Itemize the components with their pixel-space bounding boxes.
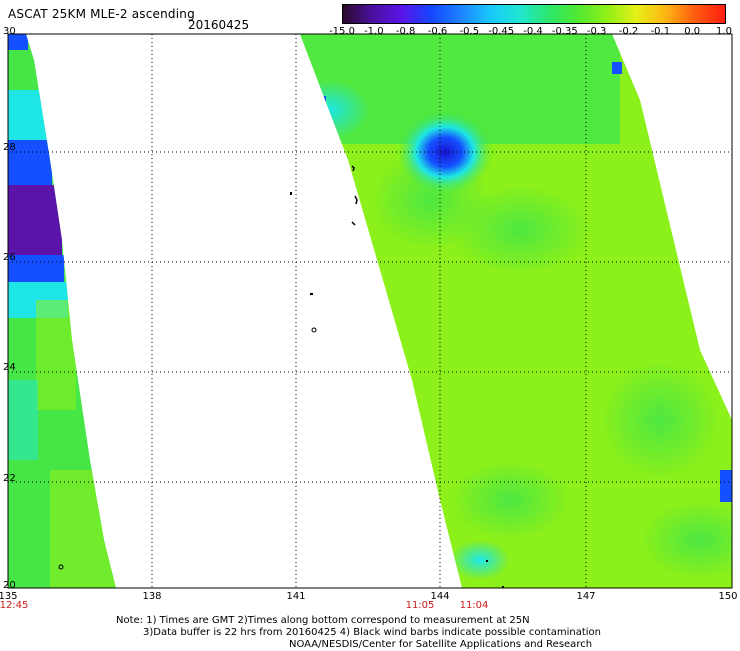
colorbar-tick-label: -0.1 — [650, 26, 671, 37]
colorbar-gradient — [343, 5, 725, 23]
note-line-3: NOAA/NESDIS/Center for Satellite Applica… — [289, 639, 593, 650]
time-label-1105: 11:05 — [405, 600, 435, 611]
island-mark — [290, 192, 292, 195]
lon-label-147: 147 — [576, 591, 596, 602]
colorbar — [342, 4, 726, 24]
left-swath — [8, 34, 116, 588]
date-label: 20160425 — [188, 18, 250, 32]
colorbar-tick-label: -1.0 — [364, 26, 384, 37]
lon-label-135: 135 — [0, 591, 18, 602]
colorbar-tick-label: -0.45 — [488, 26, 515, 37]
wind-barb-marks — [351, 165, 358, 226]
colorbar-tick-label: -0.8 — [395, 26, 416, 37]
note-line-2: 3)Data buffer is 22 hrs from 20160425 4)… — [143, 627, 601, 638]
colorbar-tick-label: -0.5 — [459, 26, 480, 37]
lat-label-22: 22 — [3, 473, 16, 484]
colorbar-tick-label: -0.6 — [427, 26, 448, 37]
main-swath — [300, 34, 732, 588]
island-mark — [58, 564, 64, 570]
lat-label-20: 20 — [3, 580, 16, 591]
colorbar-tick-label: 1.0 — [716, 26, 732, 37]
colorbar-tick-label: -0.2 — [618, 26, 639, 37]
lat-label-28: 28 — [3, 142, 16, 153]
lat-label-30: 30 — [3, 26, 16, 37]
lat-label-26: 26 — [3, 252, 16, 263]
wind-barb-mark — [502, 586, 504, 588]
island-mark — [311, 327, 317, 333]
lon-label-144: 144 — [430, 591, 450, 602]
colorbar-labels: -15.0 -1.0 -0.8 -0.6 -0.5 -0.45 -0.4 -0.35 -0.3-… — [329, 26, 732, 38]
note-line-1: Note: 1) Times are GMT 2)Times along bot… — [116, 615, 530, 626]
lon-label-138: 138 — [142, 591, 162, 602]
colorbar-tick-label: -0.4 — [523, 26, 543, 37]
island-mark — [310, 293, 313, 295]
title: ASCAT 25KM MLE-2 ascending — [8, 7, 195, 21]
wind-barb-mark — [486, 560, 488, 562]
lon-label-150: 150 — [718, 591, 738, 602]
colorbar-tick-label: 0.0 — [684, 26, 701, 37]
colorbar-tick-label: -0.35 — [551, 26, 578, 37]
colorbar-tick-label: -15.0 — [329, 26, 355, 37]
lat-label-24: 24 — [3, 362, 16, 373]
time-label-1104: 11:04 — [459, 600, 489, 611]
colorbar-tick-label: -0.3 — [586, 26, 607, 37]
plot-frame — [7, 33, 733, 589]
time-label-1245: 12:45 — [0, 600, 29, 611]
lon-label-141: 141 — [286, 591, 306, 602]
